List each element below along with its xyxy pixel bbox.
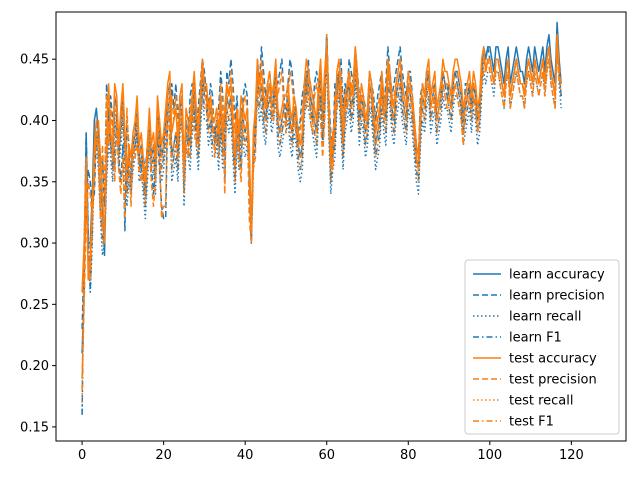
series-line-learn-recall (81, 46, 562, 415)
legend-box (464, 259, 620, 435)
y-tick-label: 0.35 (20, 175, 49, 190)
series-line-test-precision (81, 33, 562, 378)
y-tick-label: 0.25 (20, 298, 49, 313)
y-tick-label: 0.15 (20, 420, 49, 435)
x-tick-label: 40 (237, 448, 254, 463)
x-tick-label: 100 (477, 448, 502, 463)
x-tick-label: 60 (318, 448, 335, 463)
x-tick-label: 80 (400, 448, 417, 463)
x-tick-label: 20 (155, 448, 172, 463)
legend-label: learn accuracy (509, 268, 605, 283)
series-line-test-accuracy (81, 33, 562, 293)
legend-label: test precision (509, 373, 597, 388)
series-line-test-F1 (81, 33, 562, 391)
axes-frame (55, 11, 627, 442)
x-tick-label: 120 (559, 448, 584, 463)
legend-label: test recall (509, 394, 574, 409)
y-tick-label: 0.30 (20, 237, 49, 252)
y-tick-label: 0.20 (20, 359, 49, 374)
x-axis: 0 20 40 60 80 100 120 (78, 441, 584, 463)
y-tick-label: 0.45 (20, 53, 49, 68)
series-layer (81, 21, 562, 415)
legend-label: learn precision (509, 289, 605, 304)
legend-label: test F1 (509, 415, 554, 430)
x-tick-label: 0 (78, 448, 86, 463)
y-tick-label: 0.40 (20, 114, 49, 129)
legend-label: test accuracy (509, 352, 597, 367)
y-axis: 0.15 0.20 0.25 0.30 0.35 0.40 0.45 (20, 53, 56, 435)
legend: learn accuracy learn precision learn recal… (464, 259, 620, 435)
legend-label: learn recall (509, 310, 581, 325)
legend-label: learn F1 (509, 331, 562, 346)
